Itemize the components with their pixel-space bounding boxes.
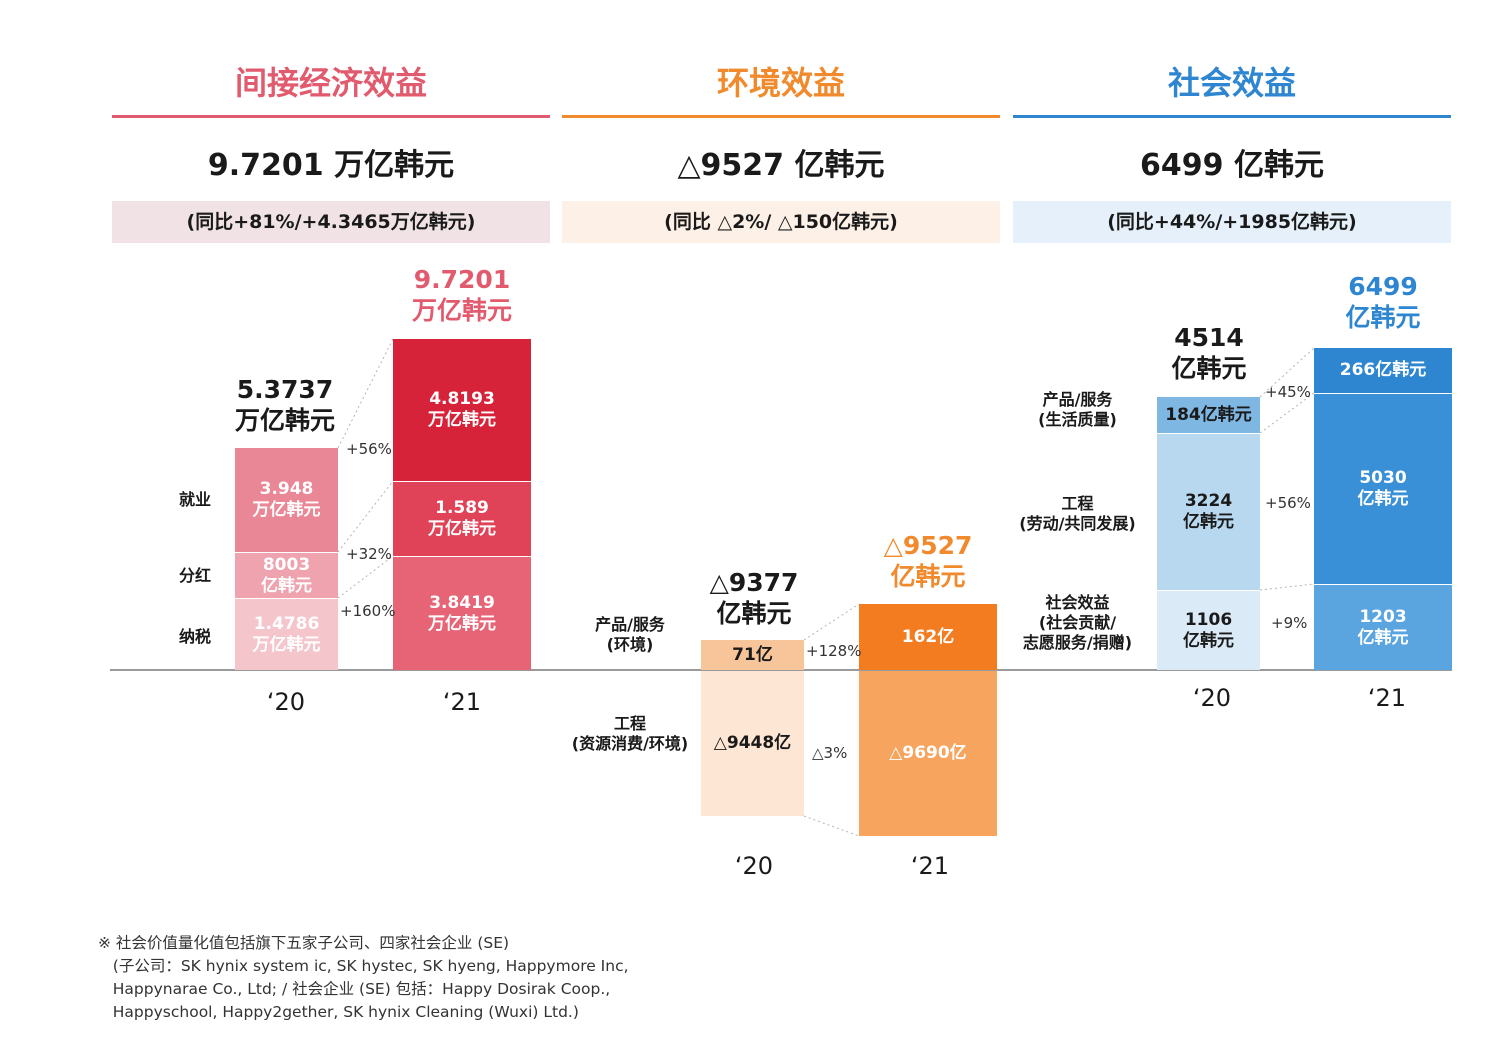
panel-total-economic: 9.7201 万亿韩元	[207, 148, 455, 183]
category-label-tax: 纳税	[178, 627, 211, 646]
connector-line	[803, 603, 860, 641]
bar-engineering-2020-social: 3224 亿韩元	[1157, 433, 1260, 590]
bar-social-2020: 1106 亿韩元	[1157, 590, 1260, 670]
change-dividend: +32%	[346, 545, 392, 563]
bar-employment-2020: 3.948 万亿韩元	[235, 448, 338, 552]
bar-total-2020-economic: 5.3737 万亿韩元	[234, 375, 335, 435]
bar-social-2021: 1203 亿韩元	[1314, 584, 1452, 670]
footnote-line: ※ 社会价值量化值包括旗下五家子公司、四家社会企业 (SE)	[98, 934, 510, 952]
panel-total-social: 6499 亿韩元	[1140, 148, 1324, 183]
x-tick-2020-economic: ‘20	[266, 688, 306, 716]
panel-total-environment: △9527 亿韩元	[677, 148, 885, 183]
category-label-product-social: 产品/服务 (生活质量)	[1038, 390, 1117, 429]
bar-total-2021-economic: 9.7201 万亿韩元	[411, 265, 512, 325]
footnote-line: (子公司：SK hynix system ic, SK hystec, SK h…	[98, 957, 629, 975]
change-product-social: +45%	[1265, 383, 1311, 401]
bar-tax-2021: 3.8419 万亿韩元	[393, 556, 531, 670]
x-tick-2021-social: ‘21	[1367, 684, 1407, 712]
category-label-product-env: 产品/服务 (环境)	[595, 615, 665, 654]
bar-tax-2020: 1.4786 万亿韩元	[235, 598, 338, 670]
footnote-line: Happyschool, Happy2gether, SK hynix Clea…	[98, 1003, 579, 1021]
bar-engineering-2021-social: 5030 亿韩元	[1314, 393, 1452, 584]
panel-yoy-economic: (同比+81%/+4.3465万亿韩元)	[112, 201, 550, 243]
footnote: ※ 社会价值量化值包括旗下五家子公司、四家社会企业 (SE) (子公司：SK h…	[98, 932, 629, 1024]
connector-line	[337, 480, 394, 553]
panel-title-social: 社会效益	[1167, 64, 1296, 102]
footnote-line: Happynarae Co., Ltd; / 社会企业 (SE) 包括：Happ…	[98, 980, 611, 998]
x-tick-2020-social: ‘20	[1192, 684, 1232, 712]
bar-product-2020-env: 71亿	[701, 640, 804, 670]
bar-product-2021-social: 266亿韩元	[1314, 348, 1452, 393]
bar-total-2021-env: △9527 亿韩元	[883, 531, 973, 591]
panel-yoy-social: (同比+44%/+1985亿韩元)	[1013, 201, 1451, 243]
panel-underline-environment	[562, 115, 1000, 118]
panel-underline-social	[1013, 115, 1451, 118]
panel-title-environment: 环境效益	[716, 64, 845, 102]
x-tick-2021-env: ‘21	[910, 852, 950, 880]
connector-line	[337, 555, 394, 599]
bar-total-2020-social: 4514 亿韩元	[1171, 323, 1247, 383]
category-label-dividend: 分红	[178, 566, 211, 585]
panel-title-economic: 间接经济效益	[234, 64, 427, 102]
bar-total-2020-env: △9377 亿韩元	[709, 568, 799, 628]
bar-product-2021-env: 162亿	[859, 604, 997, 670]
change-engineering-social: +56%	[1265, 494, 1311, 512]
bar-engineering-2020-env: △9448亿	[701, 671, 804, 816]
change-employment: +56%	[346, 440, 392, 458]
x-tick-2021-economic: ‘21	[442, 688, 482, 716]
bar-employment-2021: 4.8193 万亿韩元	[393, 339, 531, 481]
connector-line	[803, 815, 860, 837]
change-tax: +160%	[340, 602, 396, 620]
connector-line	[1259, 347, 1315, 398]
bar-engineering-2021-env: △9690亿	[859, 671, 997, 836]
category-label-engineering-social: 工程 (劳动/共同发展)	[1019, 494, 1136, 533]
bar-dividend-2020: 8003 亿韩元	[235, 552, 338, 598]
connector-line	[1259, 392, 1315, 434]
bar-product-2020-social: 184亿韩元	[1157, 397, 1260, 433]
category-label-social-contribution: 社会效益 (社会贡献/ 志愿服务/捐赠)	[1022, 593, 1133, 652]
connector-line	[337, 338, 394, 449]
bar-total-2021-social: 6499 亿韩元	[1345, 272, 1421, 332]
category-label-engineering-env: 工程 (资源消费/环境)	[571, 714, 689, 753]
connector-line	[1259, 583, 1315, 591]
category-label-employment: 就业	[178, 490, 211, 509]
bar-dividend-2021: 1.589 万亿韩元	[393, 481, 531, 556]
change-product-env: +128%	[806, 642, 862, 660]
change-social-contribution: +9%	[1271, 614, 1308, 632]
panel-underline-economic	[112, 115, 550, 118]
panel-yoy-environment: (同比 △2%/ △150亿韩元)	[562, 201, 1000, 243]
x-tick-2020-env: ‘20	[734, 852, 774, 880]
change-engineering-env: △3%	[812, 744, 848, 762]
